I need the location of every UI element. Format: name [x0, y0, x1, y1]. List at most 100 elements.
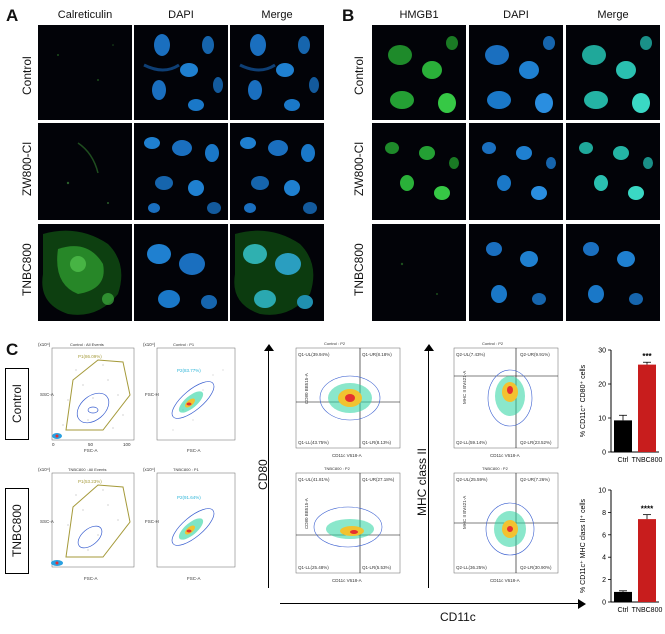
flow-plot-tnbc-all-events: TNBC800 : All Events (x10⁴) SSC-A FSC-A … — [38, 465, 138, 583]
micrograph-b-dapi-tnbc800 — [469, 224, 563, 321]
x-tick-label-tnbc800: TNBC800 — [632, 607, 663, 614]
svg-text:FSC-H: FSC-H — [145, 519, 159, 524]
svg-text:CD11c V618-A: CD11c V618-A — [332, 453, 362, 458]
x-tick-label-tnbc800: TNBC800 — [632, 457, 663, 464]
micrograph-a-dapi-control — [134, 25, 228, 120]
y-axis-label: % CD11c⁺ MHC class II⁺ cells — [580, 499, 587, 593]
micrograph-a-dapi-zw800 — [134, 123, 228, 220]
svg-text:Q2-UL(25.59%): Q2-UL(25.59%) — [456, 477, 488, 482]
cd80-axis-label: CD80 — [256, 459, 270, 490]
micrograph-a-calreticulin-zw800 — [38, 123, 132, 220]
y-tick-label-2: 4 — [602, 555, 606, 562]
y-axis-label: % CD11c⁺ CD80⁺ cells — [580, 364, 587, 437]
svg-text:CD80 BB515-A: CD80 BB515-A — [304, 498, 309, 529]
y-tick-label-0: 0 — [602, 600, 606, 607]
panel-a-row-tnbc800: TNBC800 — [20, 243, 34, 296]
svg-text:MHC II BV421-A: MHC II BV421-A — [462, 496, 467, 529]
flow-plot-control-all-events: Control : All Events (x10⁴) SSC-A FSC-A … — [38, 340, 138, 455]
panel-b-row-control: Control — [352, 56, 366, 95]
micrograph-b-hmgb1-control — [372, 25, 466, 120]
cd80-arrowhead-icon — [264, 344, 274, 351]
panel-b-row-zw800: ZW800-Cl — [352, 141, 366, 196]
svg-text:Q2-LL(36.25%): Q2-LL(36.25%) — [456, 565, 487, 570]
panel-a-label: A — [6, 6, 19, 25]
svg-text:P2(91.64%): P2(91.64%) — [177, 495, 201, 500]
svg-text:Q2-LR(30.90%): Q2-LR(30.90%) — [520, 565, 552, 570]
svg-text:FSC-A: FSC-A — [187, 576, 201, 581]
y-tick-label-3: 6 — [602, 532, 606, 539]
svg-text:Q2-UL(7.43%): Q2-UL(7.43%) — [456, 352, 486, 357]
svg-text:100: 100 — [123, 442, 131, 447]
y-tick-label-1: 10 — [598, 416, 606, 423]
group-label-control: Control — [5, 368, 29, 440]
significance-label: **** — [641, 505, 654, 514]
flow-plot-tnbc-p1: TNBC800 : P1 P2(91.64%) (x10⁴) FSC-H FSC… — [143, 465, 238, 583]
panel-b-col-dapi: DAPI — [503, 9, 529, 21]
svg-text:Q1-LL(43.75%): Q1-LL(43.75%) — [298, 440, 329, 445]
y-tick-label-5: 10 — [598, 488, 606, 495]
y-tick-label-2: 20 — [598, 382, 606, 389]
y-tick-label-0: 0 — [602, 450, 606, 457]
svg-text:P1(53.23%): P1(53.23%) — [78, 479, 102, 484]
x-tick-label-ctrl: Ctrl — [618, 607, 629, 614]
micrograph-b-merge-zw800 — [566, 123, 660, 220]
svg-text:0: 0 — [52, 442, 55, 447]
significance-label: *** — [642, 352, 652, 361]
svg-text:(x10⁴): (x10⁴) — [143, 342, 156, 347]
mhc-axis-label: MHC class II — [415, 447, 429, 516]
svg-text:CD80 BB515-A: CD80 BB515-A — [304, 373, 309, 404]
svg-text:Q2-UR(9.91%): Q2-UR(9.91%) — [520, 352, 550, 357]
panel-b-row-tnbc800: TNBC800 — [352, 243, 366, 296]
micrograph-a-dapi-tnbc800 — [134, 224, 228, 321]
svg-text:Q1-UL(41.81%): Q1-UL(41.81%) — [298, 477, 330, 482]
bar-chart-mhc: 0 2 4 6 8 10 % CD11c⁺ MHC class II⁺ cells Ctrl T… — [580, 488, 663, 615]
flow-y-axis-label: SSC-A — [40, 392, 54, 397]
panel-a-col-merge: Merge — [261, 9, 293, 21]
svg-text:MHC II BV421-A: MHC II BV421-A — [462, 371, 467, 404]
svg-text:FSC-H: FSC-H — [145, 392, 159, 397]
cd80-axis-arrow — [268, 350, 269, 588]
panel-c-label: C — [6, 340, 19, 359]
panel-b-col-merge: Merge — [597, 9, 629, 21]
bar-tnbc800 — [638, 364, 656, 452]
svg-text:50: 50 — [88, 442, 94, 447]
y-tick-label-4: 8 — [602, 510, 606, 517]
cd11c-arrowhead-icon — [578, 599, 586, 609]
group-label-tnbc800: TNBC800 — [5, 488, 29, 574]
gate-p1-label: P1(86.09%) — [78, 354, 102, 359]
y-tick-label-1: 2 — [602, 577, 606, 584]
panel-a-col-dapi: DAPI — [168, 9, 194, 21]
micrograph-a-calreticulin-control — [38, 25, 132, 120]
svg-text:CD11c V618-A: CD11c V618-A — [490, 453, 520, 458]
svg-text:FSC-A: FSC-A — [84, 576, 98, 581]
svg-text:Q1-UR(8.18%): Q1-UR(8.18%) — [362, 352, 392, 357]
micrograph-b-merge-tnbc800 — [566, 224, 660, 321]
bar-ctrl — [614, 420, 632, 452]
micrograph-b-merge-control — [566, 25, 660, 120]
micrograph-b-dapi-control — [469, 25, 563, 120]
micrograph-b-hmgb1-tnbc800 — [372, 224, 466, 321]
svg-text:Q2-UR(7.26%): Q2-UR(7.26%) — [520, 477, 550, 482]
svg-text:Q2-LL(59.14%): Q2-LL(59.14%) — [456, 440, 487, 445]
micrograph-a-calreticulin-tnbc800 — [38, 224, 132, 321]
svg-text:Q1-LR(8.13%): Q1-LR(8.13%) — [362, 440, 392, 445]
bar-ctrl — [614, 591, 632, 602]
svg-text:Q1-UL(39.94%): Q1-UL(39.94%) — [298, 352, 330, 357]
svg-text:Q1-UR(27.18%): Q1-UR(27.18%) — [362, 477, 395, 482]
cd11c-axis-arrow — [280, 603, 580, 604]
bar-chart-cd80: 0 10 20 30 % CD11c⁺ CD80⁺ cells Ctrl TNBC800 **… — [580, 348, 663, 465]
svg-text:CD11c V618-A: CD11c V618-A — [490, 578, 520, 583]
flow-plot-tnbc-mhc: TNBC800 : P2 Q2-UL(25.59%) Q2-UR(7.26%) … — [440, 465, 562, 585]
panel-b-col-hmgb1: HMGB1 — [399, 9, 439, 21]
cd11c-axis-label: CD11c — [440, 610, 476, 624]
micrograph-b-dapi-zw800 — [469, 123, 563, 220]
mhc-arrowhead-icon — [424, 344, 434, 351]
svg-text:SSC-A: SSC-A — [40, 519, 54, 524]
svg-text:Q1-LL(25.48%): Q1-LL(25.48%) — [298, 565, 329, 570]
flow-plot-control-cd80: Control : P2 Q1-UL(39.94%) Q1-UR(8.18%) … — [282, 340, 404, 460]
bar-tnbc800 — [638, 519, 656, 602]
y-tick-label-3: 30 — [598, 348, 606, 355]
micrograph-a-merge-zw800 — [230, 123, 324, 220]
svg-text:(x10⁴): (x10⁴) — [143, 467, 156, 472]
mhc-axis-arrow — [428, 350, 429, 588]
